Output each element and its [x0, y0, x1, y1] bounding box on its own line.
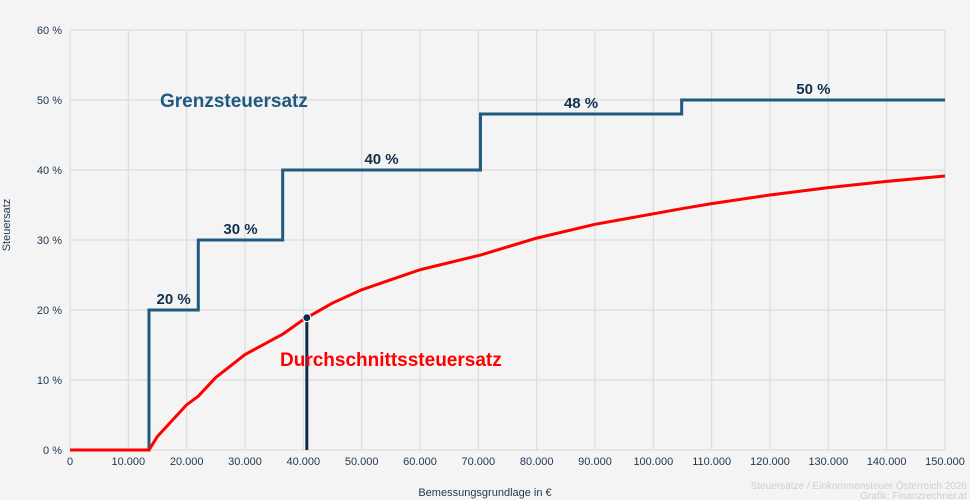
series-label-average: Durchschnittssteuersatz: [280, 350, 502, 371]
x-tick-label: 130.000: [808, 456, 848, 468]
y-tick-label: 20 %: [37, 305, 62, 317]
x-tick-label: 80.000: [520, 456, 554, 468]
x-tick-label: 20.000: [170, 456, 204, 468]
y-tick-label: 50 %: [37, 95, 62, 107]
y-tick-label: 0 %: [43, 445, 62, 457]
marker-point: [302, 313, 312, 323]
x-axis-label: Bemessungsgrundlage in €: [418, 487, 551, 499]
x-tick-label: 60.000: [403, 456, 437, 468]
average-rate-line: [70, 174, 946, 452]
source-line-1: Steuersätze / Einkommensteuer Österreich…: [751, 480, 968, 492]
y-axis-label: Steuersatz: [1, 199, 13, 252]
series-label-marginal: Grenzsteuersatz: [160, 91, 308, 112]
x-tick-label: 30.000: [228, 456, 262, 468]
y-tick-label: 30 %: [37, 235, 62, 247]
x-tick-label: 0: [67, 456, 73, 468]
bracket-label: 50 %: [796, 81, 830, 98]
x-tick-label: 50.000: [345, 456, 379, 468]
y-tick-label: 40 %: [37, 165, 62, 177]
y-tick-label: 10 %: [37, 375, 62, 387]
x-tick-label: 100.000: [633, 456, 673, 468]
bracket-label: 48 %: [564, 95, 598, 112]
marginal-rate-line: [70, 98, 945, 452]
x-tick-label: 40.000: [287, 456, 321, 468]
source-line-2: Grafik: Finanzrechner.at: [860, 491, 967, 500]
x-tick-label: 10.000: [112, 456, 146, 468]
bracket-label: 20 %: [157, 291, 191, 308]
x-tick-label: 150.000: [925, 456, 965, 468]
bracket-label: 40 %: [364, 151, 398, 168]
x-tick-label: 70.000: [462, 456, 496, 468]
y-tick-label: 60 %: [37, 25, 62, 37]
x-tick-label: 110.000: [692, 456, 731, 468]
bracket-label: 30 %: [223, 221, 257, 238]
x-tick-label: 120.000: [750, 456, 790, 468]
x-tick-label: 90.000: [578, 456, 612, 468]
x-tick-label: 140.000: [867, 456, 907, 468]
